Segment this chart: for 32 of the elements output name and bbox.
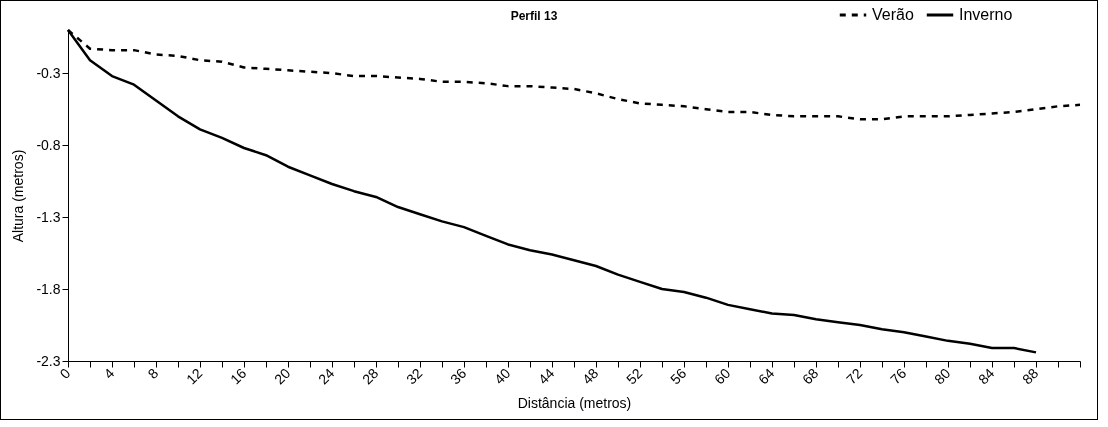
x-tick-label: 12 [183,364,206,388]
x-tick-label: 52 [623,364,646,388]
y-axis-title: Altura (metros) [10,149,27,243]
x-tick-label: 8 [144,364,162,382]
y-tick-label: -2.3 [36,352,61,369]
x-tick-label: 60 [711,364,734,388]
y-tick-label: -1.3 [36,208,61,225]
x-tick-label: 80 [931,364,954,388]
x-tick-label: 56 [667,364,690,388]
x-tick-label: 76 [887,364,910,388]
x-tick-label: 32 [403,364,426,388]
x-tick-label: 24 [315,364,338,388]
x-tick-label: 64 [755,364,778,388]
x-tick-label: 84 [975,364,998,388]
x-tick-label: 40 [491,364,514,388]
x-tick-label: 4 [100,364,118,382]
x-tick-label: 48 [579,364,602,388]
chart-title: Perfil 13 [510,8,558,23]
legend-label: Verão [872,6,914,23]
x-tick-label: 72 [843,364,866,388]
x-tick-label: 20 [271,364,294,388]
x-tick-label: 28 [359,364,382,388]
x-tick-label: 68 [799,364,822,388]
x-axis-title: Distância (metros) [517,395,632,412]
x-tick-label: 16 [227,364,250,388]
x-tick-label: 88 [1019,364,1042,388]
legend-label: Inverno [959,6,1013,23]
y-tick-label: -1.8 [36,280,61,297]
y-tick-label: -0.8 [36,136,61,153]
x-tick-label: 36 [447,364,470,388]
y-tick-label: -0.3 [36,64,61,81]
x-tick-label: 44 [535,364,558,388]
